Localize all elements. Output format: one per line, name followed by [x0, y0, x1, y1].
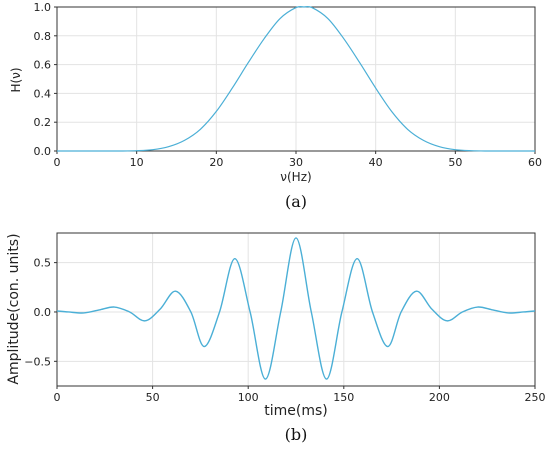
- chart-a-xlabel: ν(Hz): [280, 170, 311, 184]
- chart-b-ytick-label: −0.5: [24, 355, 51, 368]
- chart-a: 0 10 20 30 40 50 60 0.0 0.2 0.4 0.6 0.8 1.0 ν(Hz) H(…: [9, 1, 542, 211]
- chart-a-ticks: 0 10 20 30 40 50 60 0.0 0.2 0.4 0.6 0.8 1.0: [34, 1, 543, 169]
- chart-a-ytick-label: 1.0: [34, 1, 52, 14]
- chart-a-ytick-label: 0.2: [34, 116, 52, 129]
- chart-b-caption: (b): [285, 425, 308, 444]
- chart-b-xtick-label: 100: [238, 391, 259, 404]
- chart-b-ytick-label: 0.0: [34, 306, 52, 319]
- chart-b-xtick-label: 0: [54, 391, 61, 404]
- chart-a-ytick-label: 0.6: [34, 59, 52, 72]
- chart-a-xtick-label: 20: [209, 156, 223, 169]
- chart-b-xtick-label: 150: [333, 391, 354, 404]
- chart-a-xtick-label: 40: [369, 156, 383, 169]
- chart-b-xtick-label: 250: [525, 391, 546, 404]
- chart-b-xlabel: time(ms): [264, 403, 328, 419]
- chart-a-xtick-label: 0: [54, 156, 61, 169]
- chart-a-xtick-label: 60: [528, 156, 542, 169]
- chart-a-xtick-label: 30: [289, 156, 303, 169]
- chart-a-grid: [56, 6, 536, 152]
- chart-a-ytick-label: 0.8: [34, 30, 52, 43]
- chart-a-xtick-label: 50: [448, 156, 462, 169]
- chart-a-ytick-label: 0.0: [34, 145, 52, 158]
- chart-b-grid: [56, 233, 536, 386]
- chart-b-ytick-label: 0.5: [34, 257, 52, 270]
- chart-b: 0 50 100 150 200 250 −0.5 0.0 0.5 time(ms) Ampli…: [6, 232, 546, 444]
- chart-a-caption: (a): [285, 192, 307, 211]
- chart-a-ytick-label: 0.4: [34, 87, 52, 100]
- chart-b-xtick-label: 50: [146, 391, 160, 404]
- chart-a-series-line: [57, 5, 535, 152]
- chart-b-xtick-label: 200: [429, 391, 450, 404]
- chart-b-series-line: [56, 237, 536, 380]
- chart-b-ylabel: Amplitude(con. units): [6, 233, 22, 384]
- chart-a-xtick-label: 10: [130, 156, 144, 169]
- chart-b-frame: [56, 232, 536, 387]
- chart-a-ylabel: H(ν): [9, 67, 23, 92]
- chart-b-ticks: 0 50 100 150 200 250 −0.5 0.0 0.5: [24, 257, 545, 404]
